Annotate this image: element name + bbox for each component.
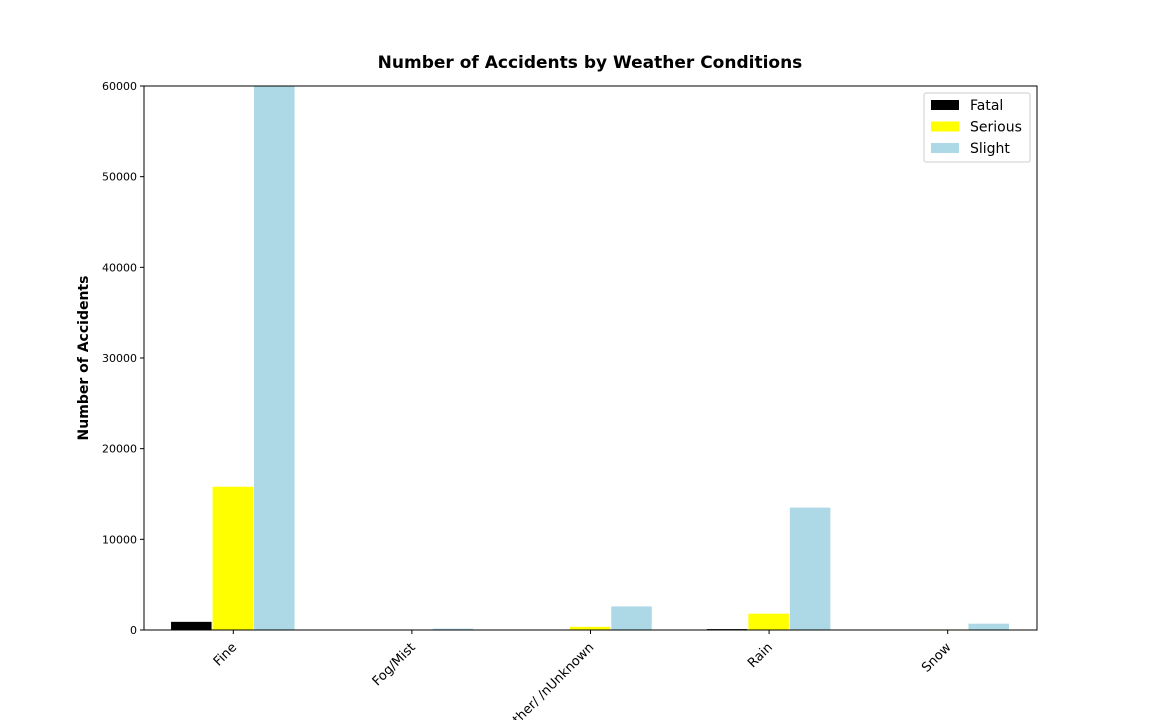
x-tick-label: Snow <box>919 640 955 676</box>
chart-title: Number of Accidents by Weather Condition… <box>378 53 803 73</box>
plot-frame <box>143 85 1038 631</box>
bar-serious-3 <box>748 613 789 630</box>
x-axis: Fine Fog/Mist Other/ /nUnknown Rain Snow <box>211 630 955 720</box>
y-tick-label: 60000 <box>102 80 137 93</box>
y-tick-label: 0 <box>130 624 137 637</box>
legend-swatch-slight <box>931 143 959 153</box>
bar-slight-0 <box>254 86 295 630</box>
x-tick-label: Rain <box>745 640 776 671</box>
bar-serious-2 <box>569 626 611 630</box>
bar-serious-0 <box>212 486 254 630</box>
x-tick-label: Fine <box>211 640 240 669</box>
legend-swatch-fatal <box>931 100 959 110</box>
bar-slight-2 <box>611 606 652 630</box>
y-axis-label: Number of Accidents <box>76 276 92 441</box>
legend-label-fatal: Fatal <box>970 98 1003 114</box>
x-tick-label: Other/ /nUnknown <box>503 640 597 720</box>
legend-label-serious: Serious <box>970 120 1022 136</box>
y-tick-label: 40000 <box>102 261 137 274</box>
y-tick-label: 30000 <box>102 352 137 365</box>
y-tick-label: 50000 <box>102 171 137 184</box>
legend: Fatal Serious Slight <box>923 92 1031 163</box>
bars-group <box>171 86 1009 630</box>
x-tick-label: Fog/Mist <box>370 640 419 689</box>
bar-fatal-0 <box>171 621 212 630</box>
y-tick-label: 20000 <box>102 443 137 456</box>
y-axis: 0 10000 20000 30000 40000 50000 60000 <box>102 80 144 637</box>
bar-slight-4 <box>968 623 1009 630</box>
legend-label-slight: Slight <box>970 141 1010 157</box>
legend-swatch-serious <box>931 121 959 132</box>
y-tick-label: 10000 <box>102 533 137 546</box>
bar-slight-3 <box>789 507 831 630</box>
bar-slight-1 <box>432 628 474 630</box>
